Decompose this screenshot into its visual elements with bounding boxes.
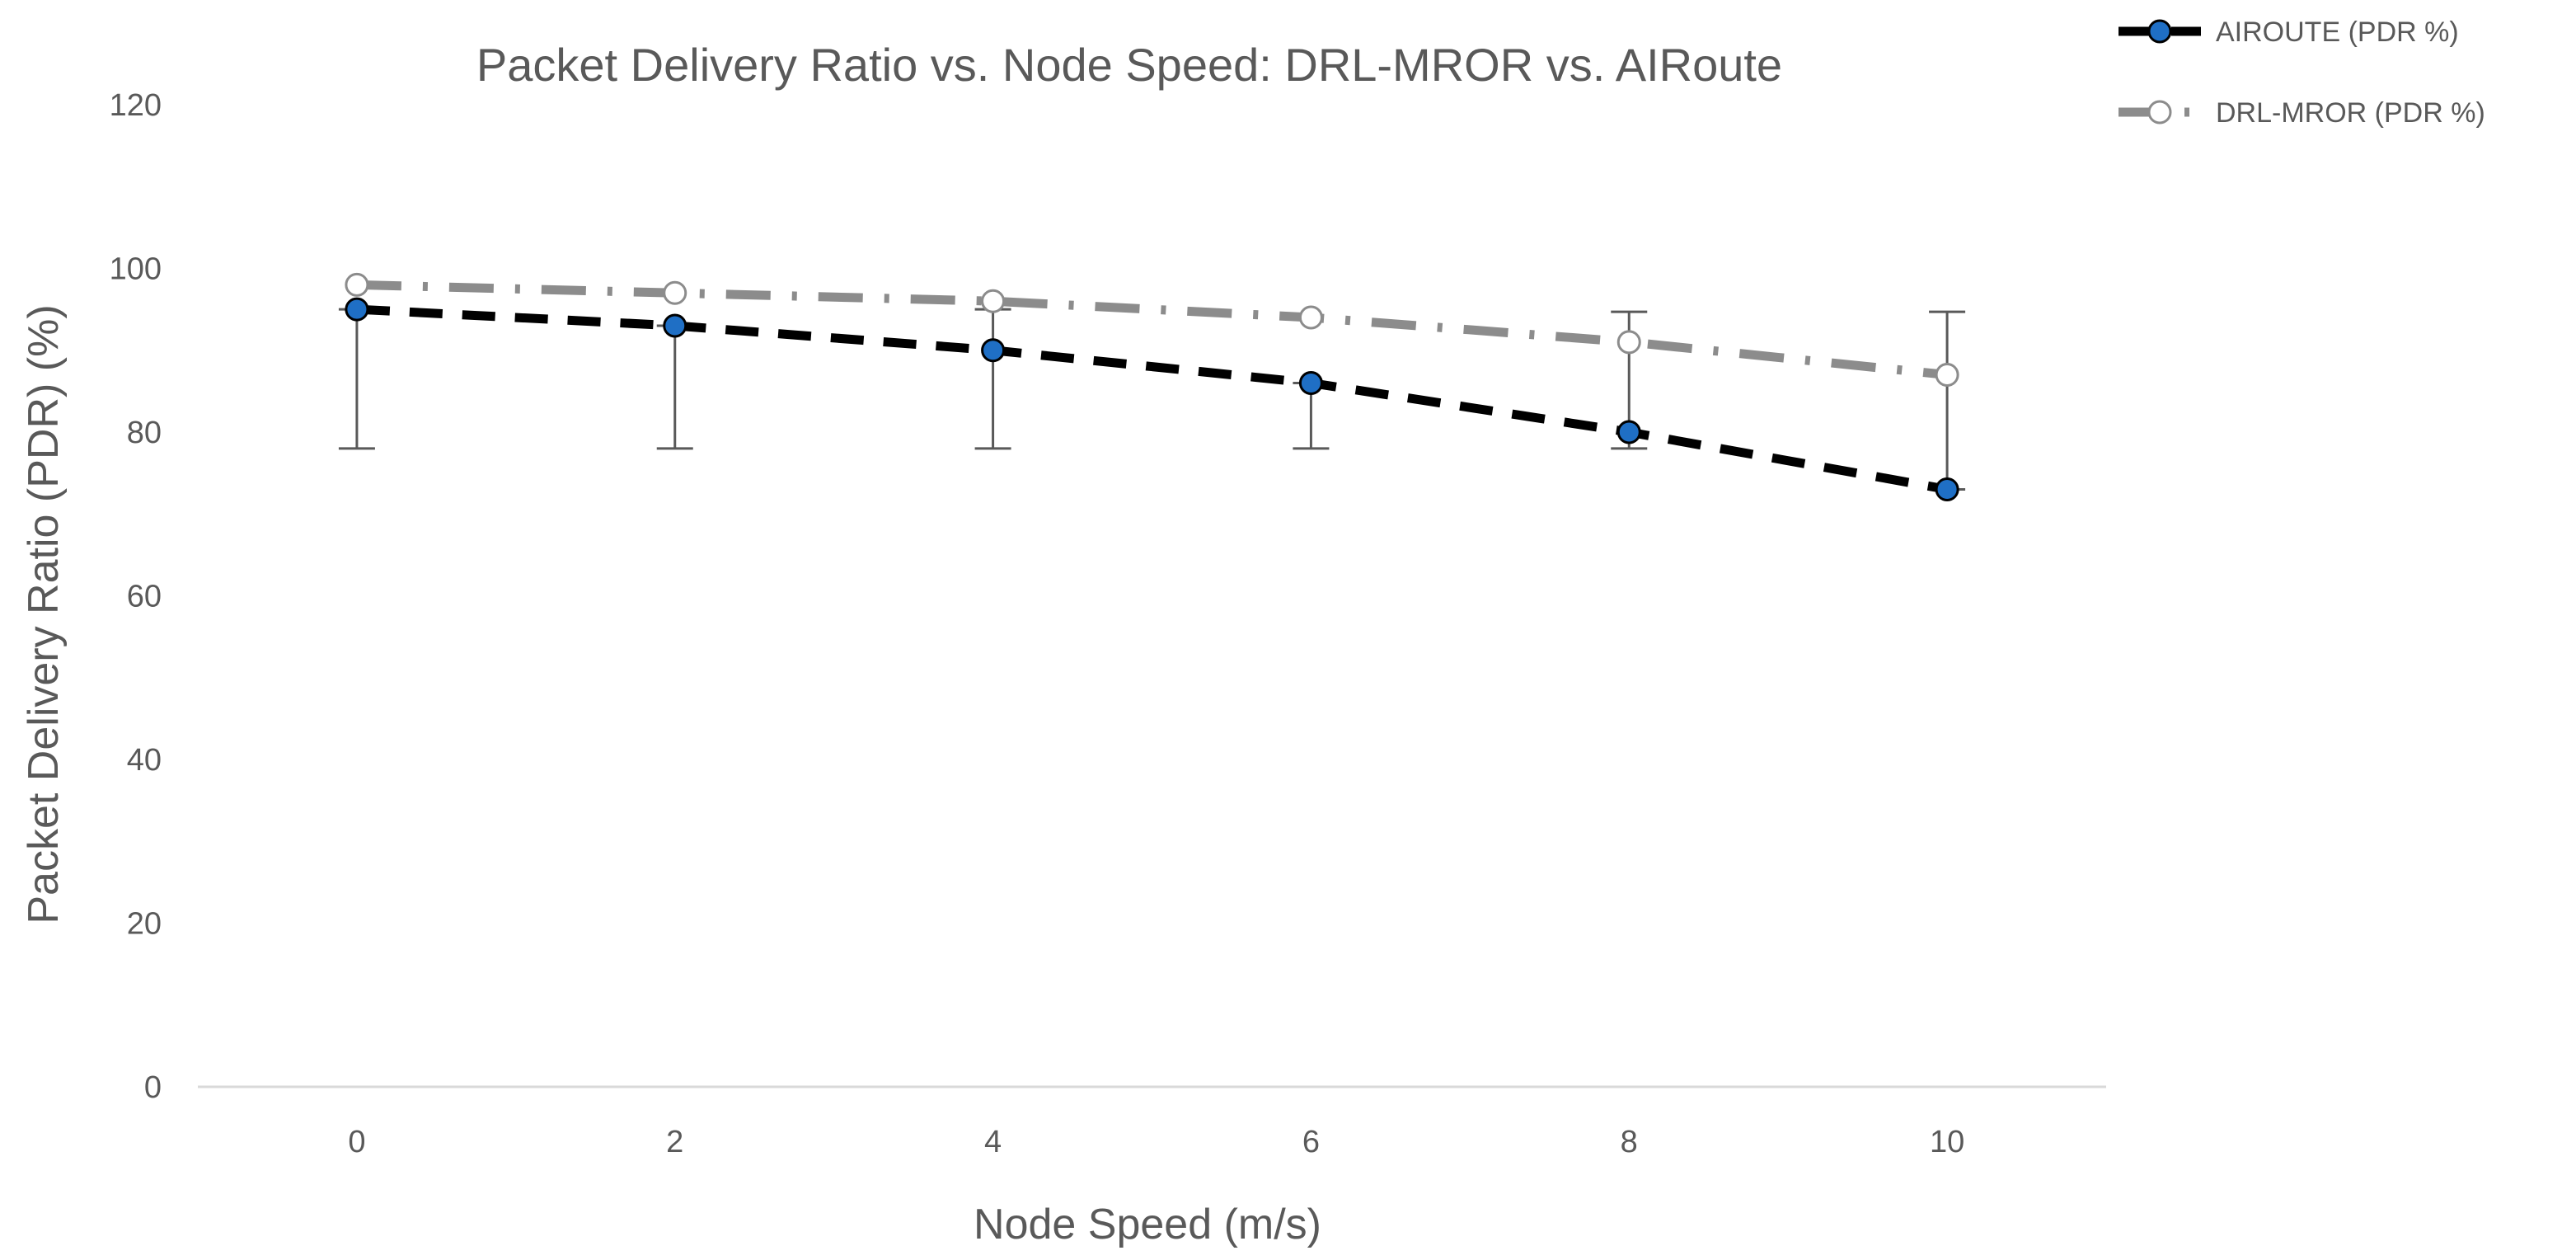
y-tick-label-100: 100 (110, 252, 162, 287)
error-bars (338, 308, 1966, 491)
error-bar-2 (656, 324, 693, 450)
y-tick-labels: 0 20 40 60 80 100 120 (110, 88, 162, 1105)
y-tick-label-40: 40 (127, 743, 162, 778)
legend-item-drl-mror: DRL-MROR (PDR %) (2119, 97, 2485, 129)
data-point-airoute-2 (663, 313, 687, 338)
legend-label: AIROUTE (PDR %) (2216, 16, 2459, 48)
data-point-drl-mror-8 (1616, 330, 1641, 355)
x-tick-label-0: 0 (348, 1125, 365, 1159)
x-tick-labels: 0 2 4 6 8 10 (348, 1125, 1964, 1159)
x-tick-label-8: 8 (1621, 1125, 1638, 1159)
x-tick-label-10: 10 (1930, 1125, 1964, 1159)
x-tick-label-2: 2 (666, 1125, 683, 1159)
series-line-airoute (356, 304, 1949, 494)
data-point-drl-mror-0 (345, 272, 369, 297)
error-bar-0 (338, 308, 375, 450)
chart-title: Packet Delivery Ratio vs. Node Speed: DR… (476, 39, 1782, 91)
data-point-drl-mror-6 (1298, 305, 1323, 330)
error-bar-4 (974, 308, 1011, 450)
data-point-airoute-8 (1616, 420, 1641, 444)
data-point-airoute-4 (981, 338, 1006, 363)
x-tick-label-4: 4 (984, 1125, 1002, 1159)
x-axis-title: Node Speed (m/s) (974, 1201, 1321, 1248)
legend-label: DRL-MROR (PDR %) (2216, 97, 2485, 129)
legend-swatch-marker (2147, 100, 2172, 125)
data-point-drl-mror-10 (1935, 363, 1959, 388)
series-markers (345, 272, 1959, 501)
y-axis-title: Packet Delivery Ratio (PDR) (%) (20, 304, 68, 924)
data-point-airoute-0 (345, 297, 369, 322)
legend-swatch-marker (2147, 19, 2172, 44)
data-point-airoute-6 (1298, 370, 1323, 395)
y-tick-label-60: 60 (127, 580, 162, 614)
y-tick-label-80: 80 (127, 416, 162, 450)
data-point-drl-mror-2 (663, 280, 687, 305)
legend-item-airoute: AIROUTE (PDR %) (2119, 16, 2459, 48)
data-point-drl-mror-4 (981, 289, 1006, 313)
y-tick-label-20: 20 (127, 907, 162, 942)
data-point-airoute-10 (1935, 477, 1959, 501)
y-tick-label-120: 120 (110, 88, 162, 123)
x-tick-label-6: 6 (1302, 1125, 1320, 1159)
error-bar-10 (1929, 310, 1966, 491)
legend: AIROUTE (PDR %) DRL-MROR (PDR %) (2119, 16, 2485, 129)
series-line-drl-mror (356, 280, 1948, 379)
series-lines (356, 280, 1949, 494)
y-tick-label-0: 0 (144, 1070, 162, 1105)
